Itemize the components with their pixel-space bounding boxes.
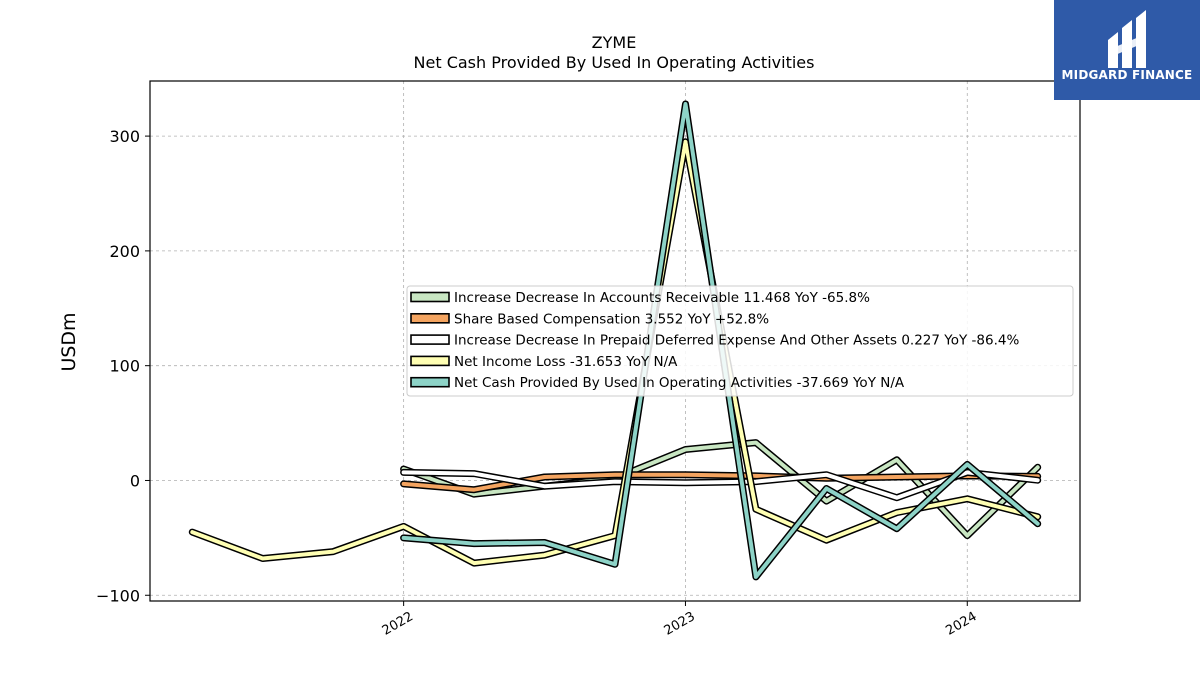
plot-frame bbox=[149, 80, 1081, 602]
legend: Increase Decrease In Accounts Receivable… bbox=[406, 285, 1074, 397]
series-line-net-income-loss bbox=[190, 139, 1040, 566]
chart-title: ZYME bbox=[592, 33, 637, 52]
midgard-logo-icon bbox=[1108, 10, 1146, 68]
x-tick-label: 2024 bbox=[943, 609, 979, 639]
brand-name: MIDGARD FINANCE bbox=[1061, 68, 1193, 82]
legend-label: Net Income Loss -31.653 YoY N/A bbox=[454, 354, 678, 370]
y-axis-label: USDm bbox=[58, 312, 80, 371]
legend-label: Increase Decrease In Accounts Receivable… bbox=[454, 290, 870, 306]
y-tick-label: −100 bbox=[96, 586, 140, 605]
legend-box bbox=[406, 285, 1074, 397]
y-tick-label: 0 bbox=[130, 471, 140, 490]
y-axis-ticks: −100 0 100 200 300 bbox=[96, 127, 150, 605]
legend-swatch bbox=[410, 376, 450, 388]
legend-label: Net Cash Provided By Used In Operating A… bbox=[454, 375, 905, 391]
y-tick-label: 200 bbox=[109, 242, 140, 261]
y-tick-label: 100 bbox=[109, 357, 140, 376]
x-tick-label: 2022 bbox=[380, 609, 416, 639]
legend-swatch bbox=[410, 312, 450, 324]
legend-swatch bbox=[410, 334, 450, 345]
legend-label: Share Based Compensation 3.552 YoY +52.8… bbox=[454, 311, 769, 327]
legend-label: Increase Decrease In Prepaid Deferred Ex… bbox=[454, 333, 1019, 349]
x-tick-label: 2023 bbox=[662, 609, 698, 639]
legend-swatch bbox=[410, 355, 450, 367]
series-line-increase-decrease-in-prepaid-deferred-expense-and-other-assets bbox=[401, 470, 1040, 500]
legend-swatch bbox=[410, 291, 450, 303]
y-tick-label: 300 bbox=[109, 127, 140, 146]
x-axis-ticks: 2022 2023 2024 bbox=[380, 601, 980, 639]
chart-subtitle: Net Cash Provided By Used In Operating A… bbox=[414, 53, 815, 72]
